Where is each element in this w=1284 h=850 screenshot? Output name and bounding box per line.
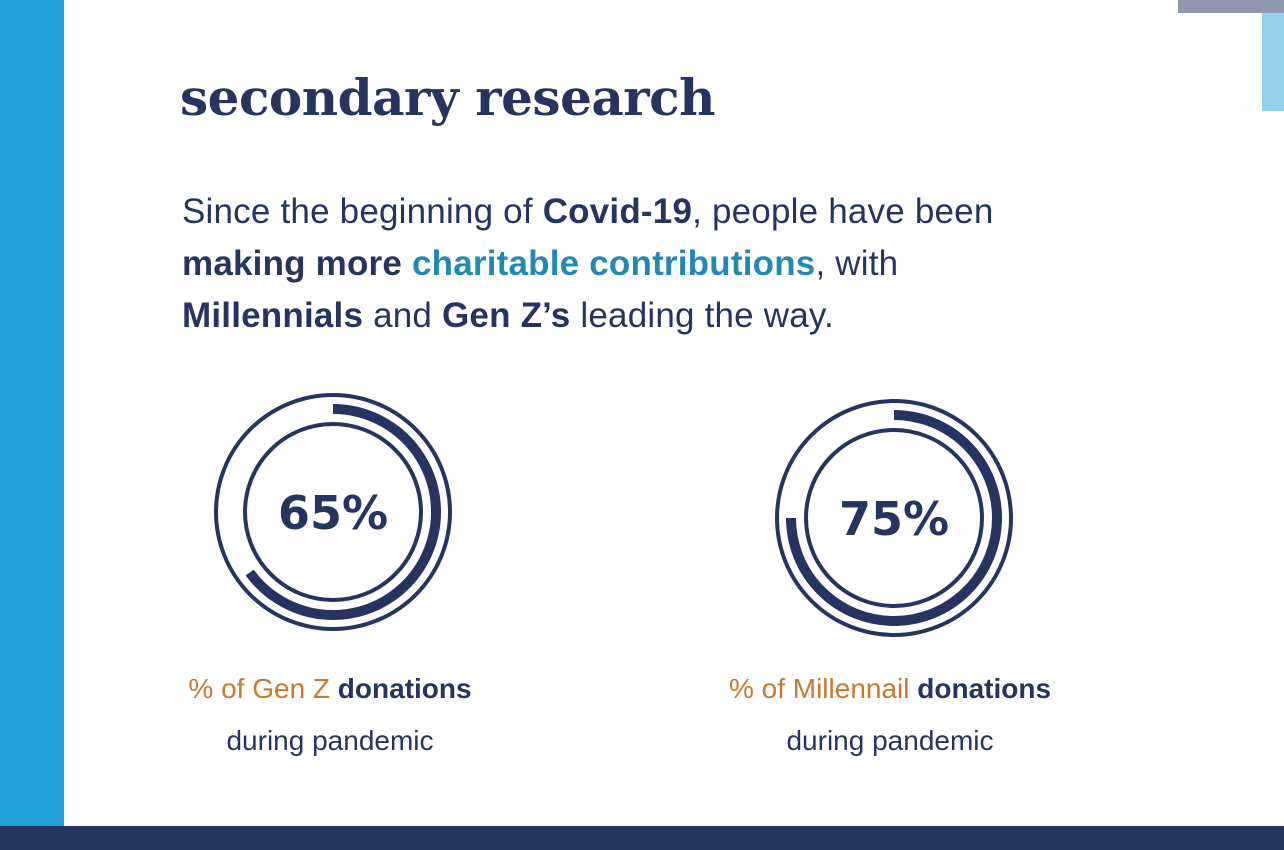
millennial-caption: % of Millennail donations during pandemic bbox=[728, 673, 1052, 756]
bottom-footer-bar bbox=[0, 826, 1284, 850]
corner-blue-bar bbox=[1262, 13, 1284, 111]
caption-group: Gen Z bbox=[252, 673, 331, 704]
caption-group: Millennail bbox=[792, 673, 910, 704]
gauge-value: 65% bbox=[278, 486, 388, 540]
gauge-inner-ring bbox=[243, 422, 423, 602]
page-title: secondary research bbox=[180, 68, 715, 127]
intro-paragraph: Since the beginning of Covid-19, people … bbox=[182, 192, 994, 335]
gauge-progress-arc bbox=[786, 410, 1002, 626]
gauge-outer-ring bbox=[214, 393, 452, 631]
gen-z-caption: % of Gen Z donations during pandemic bbox=[188, 673, 472, 756]
left-accent-bar bbox=[0, 0, 64, 850]
gauge-outer-ring bbox=[775, 399, 1013, 637]
corner-grey-bar bbox=[1178, 0, 1284, 13]
gauge-progress-arc bbox=[245, 404, 441, 620]
gauge-value: 75% bbox=[839, 492, 949, 546]
gauge-inner-ring bbox=[804, 428, 984, 608]
highlight-text: charitable contributions bbox=[411, 244, 816, 283]
gen-z-percentage-gauge: 65% bbox=[214, 393, 452, 631]
millennial-percentage-gauge: 75% bbox=[775, 399, 1013, 637]
